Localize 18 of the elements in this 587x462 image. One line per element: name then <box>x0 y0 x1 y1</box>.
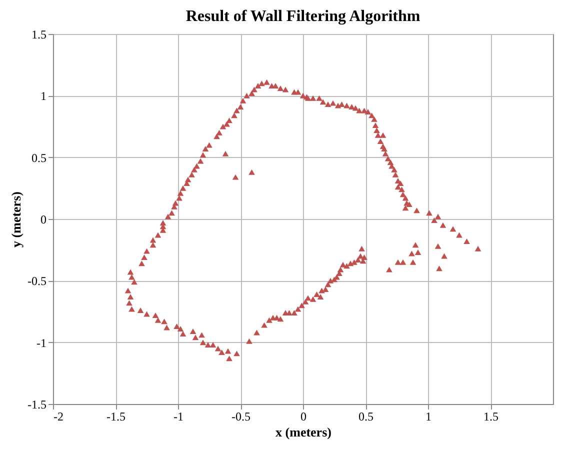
y-axis-title: y (meters) <box>8 192 24 248</box>
x-tick-label: -1 <box>174 410 184 424</box>
y-tick-label: -0.5 <box>28 274 46 288</box>
x-tick-label: -0.5 <box>232 410 250 424</box>
x-tick-label: 1.5 <box>484 410 498 424</box>
x-tick-label: -1.5 <box>106 410 126 424</box>
x-tick-label: -2 <box>54 410 64 424</box>
y-tick-label: 1 <box>40 89 46 104</box>
y-tick-label: -1.5 <box>28 398 46 412</box>
x-axis-title: x (meters) <box>276 424 332 440</box>
y-tick-label: 0.5 <box>32 150 46 165</box>
x-tick-label: 0 <box>300 410 306 424</box>
y-tick-label: 1.5 <box>32 28 46 42</box>
x-tick-label: 1 <box>426 410 432 424</box>
x-tick-label: 0.5 <box>358 410 374 424</box>
chart-title: Result of Wall Filtering Algorithm <box>186 8 421 25</box>
y-tick-label: -1 <box>36 336 46 350</box>
y-tick-label: 0 <box>40 212 46 226</box>
